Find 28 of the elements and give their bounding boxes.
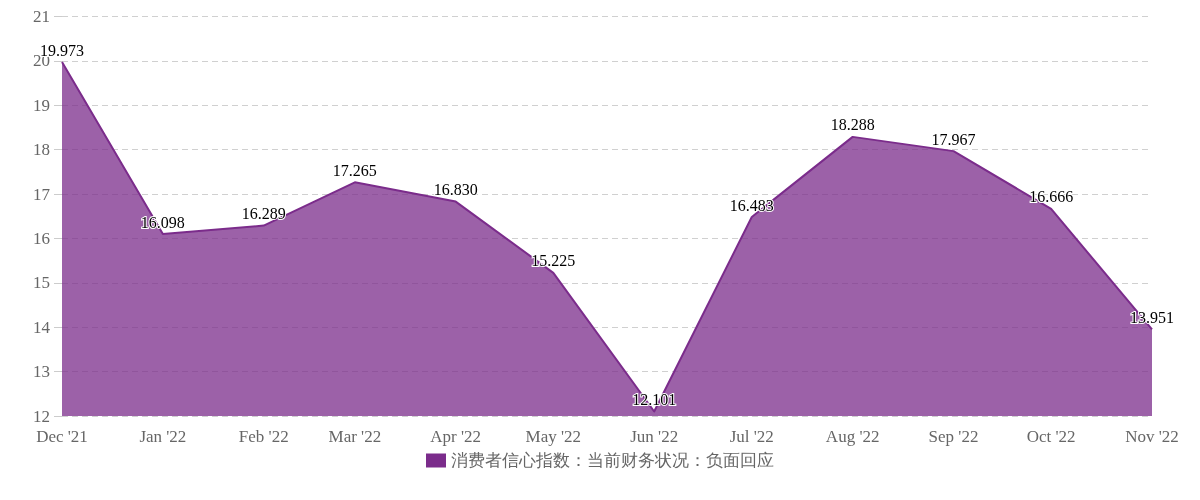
- x-tick-label: Sep '22: [928, 427, 979, 446]
- data-label: 16.830: [433, 181, 478, 199]
- y-tick-label: 16: [33, 228, 50, 248]
- y-tick-label: 12: [33, 406, 50, 426]
- y-tick-label: 14: [33, 317, 51, 337]
- x-tick-label: Oct '22: [1026, 427, 1076, 446]
- legend-label: 消费者信心指数：当前财务状况：负面回应: [451, 451, 774, 470]
- x-tick-label: Apr '22: [430, 427, 482, 446]
- y-tick-label: 21: [33, 7, 50, 26]
- x-tick-label: Feb '22: [238, 427, 289, 446]
- y-tick-label: 15: [33, 273, 50, 293]
- data-label: 16.666: [1029, 188, 1074, 206]
- y-tick-label: 18: [33, 140, 50, 160]
- x-tick-label: Jul '22: [729, 427, 774, 446]
- y-tick-label: 13: [33, 362, 50, 382]
- x-tick-label: May '22: [525, 427, 582, 446]
- data-label: 17.967: [931, 130, 976, 148]
- x-tick-label: Aug '22: [825, 427, 880, 446]
- data-label: 18.288: [830, 116, 875, 134]
- x-tick-label: Mar '22: [328, 427, 382, 446]
- data-label: 16.289: [241, 205, 286, 223]
- data-label: 17.265: [332, 161, 377, 179]
- x-tick-label: Dec '21: [36, 427, 88, 446]
- x-tick-label: Jun '22: [630, 427, 679, 446]
- x-tick-label: Jan '22: [139, 427, 187, 446]
- y-tick-label: 17: [33, 184, 51, 204]
- x-tick-label: Nov '22: [1125, 427, 1179, 446]
- y-tick-label: 19: [33, 95, 50, 115]
